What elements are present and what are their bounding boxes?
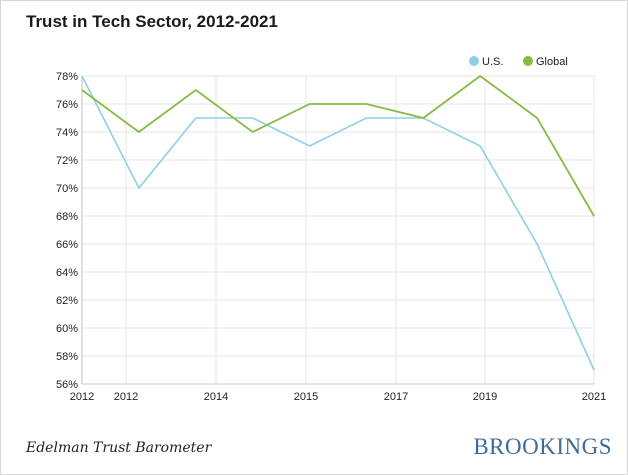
legend: U.S. Global <box>469 56 568 68</box>
legend-swatch <box>469 56 479 66</box>
series-line-global <box>81 74 595 217</box>
axes: 56% 58% 60% 62% 64% 66% 68% 70% 72% 74% 76% 78% 2012… <box>56 71 606 403</box>
y-tick-label: 72% <box>56 155 78 167</box>
x-tick-label: 2017 <box>384 391 408 403</box>
series-lines <box>81 74 595 371</box>
grid-lines <box>81 75 595 385</box>
x-tick-label: 2012 <box>70 391 94 403</box>
y-tick-label: 70% <box>56 183 78 195</box>
brand-logo: BROOKINGS <box>473 434 612 459</box>
x-tick-label: 2019 <box>473 391 497 403</box>
y-tick-label: 58% <box>56 351 78 363</box>
y-tick-label: 64% <box>56 267 78 279</box>
y-tick-label: 74% <box>56 127 78 139</box>
y-tick-label: 68% <box>56 211 78 223</box>
x-tick-label: 2012 <box>114 391 138 403</box>
x-tick-label: 2014 <box>204 391 228 403</box>
source-note: Edelman Trust Barometer <box>26 440 212 456</box>
legend-label: U.S. <box>482 56 503 68</box>
y-tick-label: 78% <box>56 71 78 83</box>
series-line-us <box>81 75 595 371</box>
y-tick-label: 76% <box>56 99 78 111</box>
x-tick-label: 2021 <box>582 391 606 403</box>
y-tick-label: 56% <box>56 379 78 391</box>
y-tick-label: 66% <box>56 239 78 251</box>
y-tick-label: 60% <box>56 323 78 335</box>
y-tick-label: 62% <box>56 295 78 307</box>
chart-title: Trust in Tech Sector, 2012-2021 <box>26 12 278 31</box>
legend-swatch <box>523 56 533 66</box>
x-tick-label: 2015 <box>294 391 318 403</box>
legend-label: Global <box>536 56 568 68</box>
